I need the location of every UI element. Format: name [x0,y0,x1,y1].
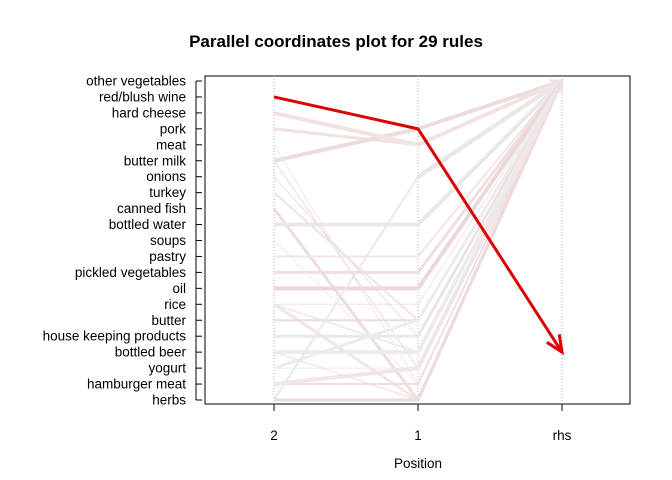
y-tick-label: onions [146,169,186,184]
rule-line [273,80,564,370]
rule-line [273,80,564,387]
y-tick-label: turkey [149,185,186,200]
y-tick-label: red/blush wine [99,89,186,104]
rule-line [274,79,564,291]
y-tick-label: hamburger meat [87,377,186,392]
rule-arrowhead [552,79,563,94]
highlight-layer [273,95,564,356]
y-tick-label: yogurt [148,361,186,376]
rules-layer [272,79,564,402]
y-tick-label: other vegetables [86,74,186,89]
rule-line [274,80,564,274]
rule-line [273,79,563,147]
y-tick-label: bottled beer [115,345,187,360]
y-tick-label: house keeping products [43,329,187,344]
x-tick-label: 2 [270,428,278,443]
y-tick-label: butter milk [124,153,187,168]
y-tick-label: pastry [149,249,186,264]
rule-line [274,80,563,258]
x-axis: 2 1 rhs [270,404,572,443]
rule-line [273,80,563,401]
y-tick-label: meat [156,137,186,152]
plot-frame [204,75,631,405]
y-tick-label: bottled water [109,217,187,232]
y-tick-label: canned fish [117,201,186,216]
x-axis-label: Position [394,456,442,471]
x-tick-label: rhs [553,428,572,443]
y-tick-label: oil [172,281,186,296]
y-tick-label: rice [164,297,186,312]
rule-line [273,80,563,401]
y-tick-label: soups [150,233,186,248]
rule-line [273,80,563,337]
y-tick-label: pork [160,121,187,136]
rule-line [274,79,564,227]
y-tick-label: hard cheese [112,105,186,120]
rule-line [274,80,563,305]
rule-line-highlight [273,95,564,353]
rule-line [274,80,563,386]
rule-arrowhead-highlight [546,334,564,356]
y-tick-label: pickled vegetables [75,265,186,280]
x-tick-label: 1 [414,428,422,443]
y-tick-label: herbs [152,393,186,408]
y-tick-label: butter [151,313,186,328]
chart-title: Parallel coordinates plot for 29 rules [189,32,483,51]
